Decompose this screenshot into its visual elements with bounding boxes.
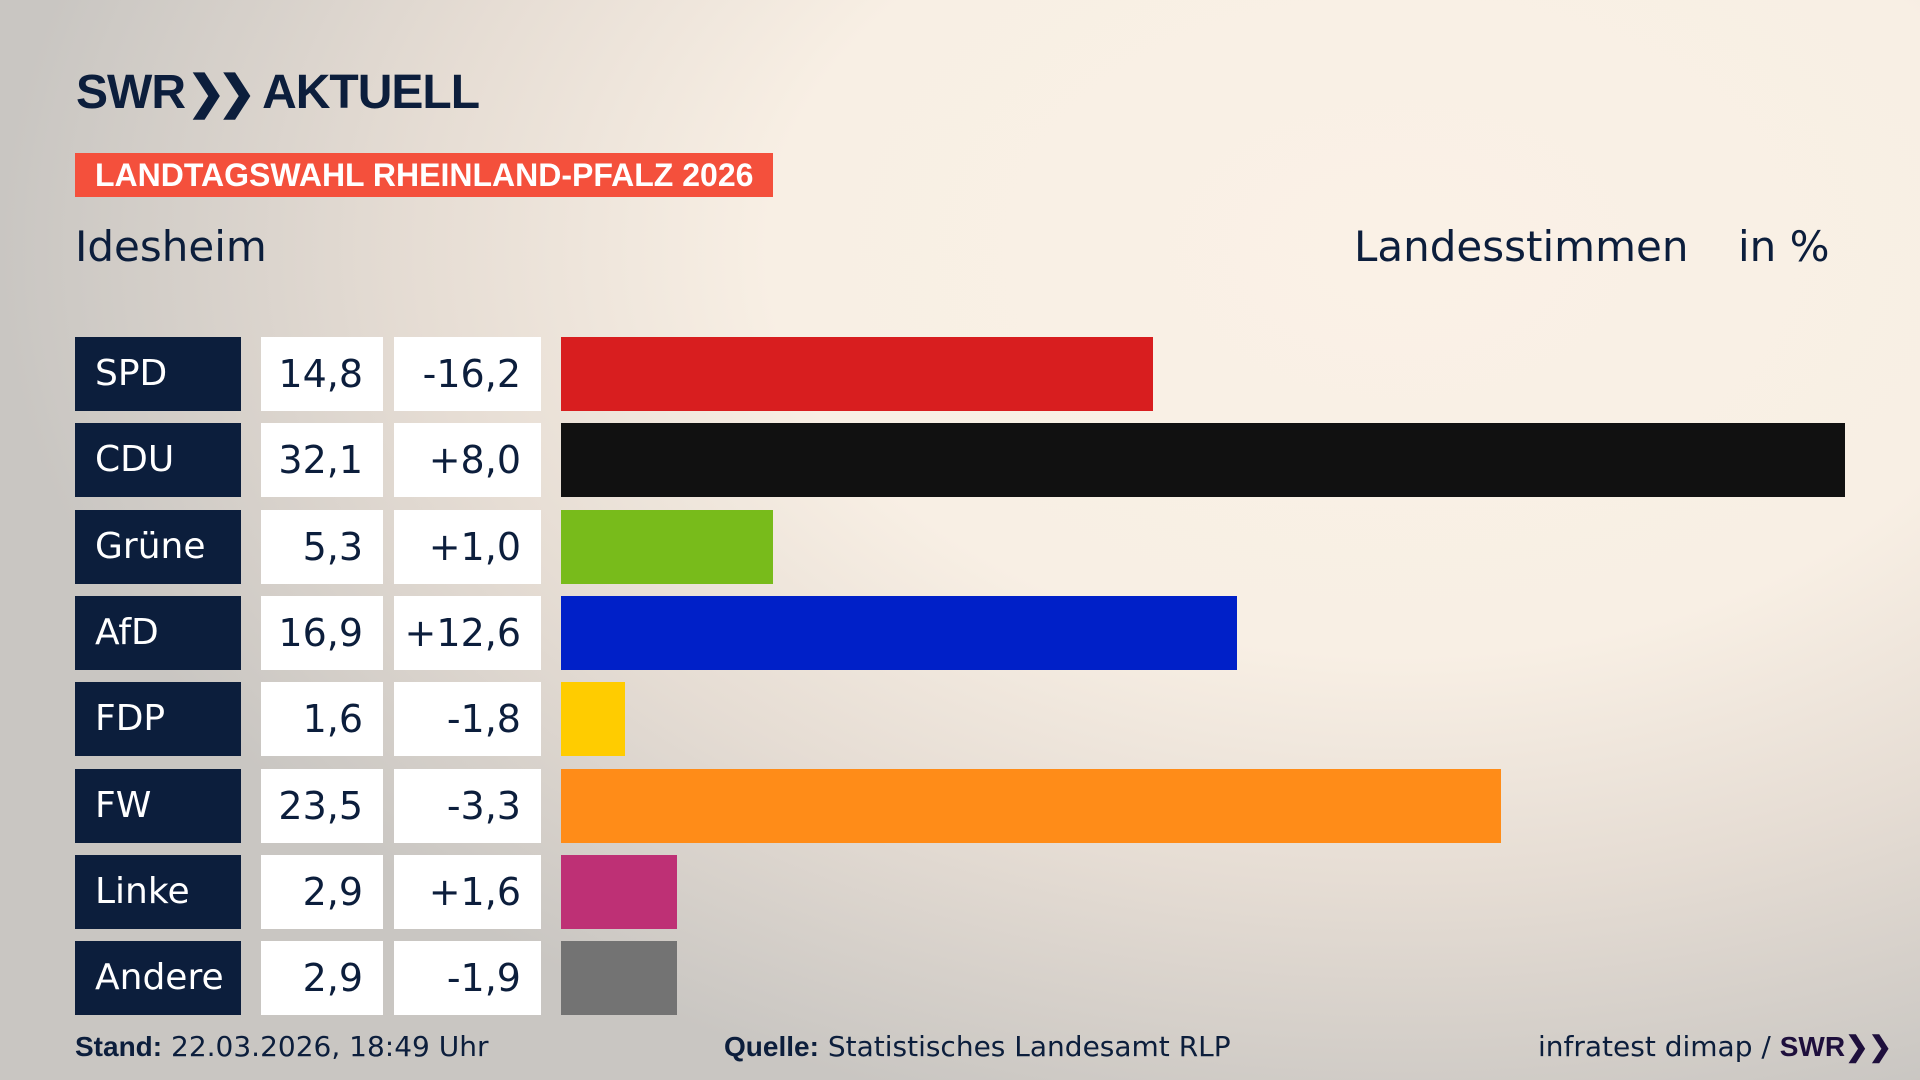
value-label: 14,8: [261, 337, 383, 411]
party-label: AfD: [75, 595, 241, 670]
diff-label: +12,6: [394, 595, 541, 670]
measure-label: Landesstimmen: [1354, 222, 1689, 271]
logo-swr: SWR: [76, 65, 186, 119]
diff-label: +1,6: [394, 854, 541, 929]
swr-aktuell-logo: SWR ❯❯ AKTUELL: [76, 66, 480, 119]
double-chevron-icon: ❯❯: [1845, 1031, 1892, 1062]
diff-label: +1,0: [394, 509, 541, 584]
credit-text: infratest dimap /: [1538, 1030, 1771, 1063]
party-label: Linke: [75, 854, 241, 929]
value-label: 2,9: [261, 854, 383, 929]
party-label: CDU: [75, 423, 241, 498]
source: Quelle: Statistisches Landesamt RLP: [724, 1030, 1231, 1063]
bar-grüne: [561, 509, 773, 584]
source-label: Quelle:: [724, 1031, 819, 1062]
unit-label: in %: [1738, 222, 1830, 271]
diff-label: -16,2: [394, 337, 541, 411]
election-banner: LANDTAGSWAHL RHEINLAND-PFALZ 2026: [75, 153, 774, 197]
double-chevron-icon: ❯❯: [186, 66, 256, 118]
value-label: 16,9: [261, 595, 383, 670]
bar-fdp: [561, 682, 625, 757]
credit: infratest dimap / SWR❯❯: [1538, 1030, 1892, 1063]
bar-andere: [561, 941, 677, 1016]
timestamp: Stand: 22.03.2026, 18:49 Uhr: [75, 1030, 488, 1063]
stand-value: 22.03.2026, 18:49 Uhr: [171, 1030, 489, 1063]
place-title: Idesheim: [75, 222, 267, 271]
bar-afd: [561, 595, 1237, 670]
bar-cdu: [561, 423, 1845, 498]
diff-label: +8,0: [394, 423, 541, 498]
source-value: Statistisches Landesamt RLP: [827, 1030, 1231, 1063]
bar-fw: [561, 768, 1501, 843]
bar-spd: [561, 337, 1153, 411]
logo-aktuell: AKTUELL: [262, 65, 480, 119]
party-label: Andere: [75, 941, 241, 1016]
diff-label: -3,3: [394, 768, 541, 843]
value-label: 2,9: [261, 941, 383, 1016]
value-label: 5,3: [261, 509, 383, 584]
party-label: FW: [75, 768, 241, 843]
bar-linke: [561, 854, 677, 929]
value-label: 1,6: [261, 682, 383, 757]
party-label: Grüne: [75, 509, 241, 584]
party-label: SPD: [75, 337, 241, 411]
diff-label: -1,9: [394, 941, 541, 1016]
party-label: FDP: [75, 682, 241, 757]
value-label: 23,5: [261, 768, 383, 843]
diff-label: -1,8: [394, 682, 541, 757]
stand-label: Stand:: [75, 1031, 163, 1062]
credit-swr-logo: SWR: [1779, 1031, 1846, 1062]
value-label: 32,1: [261, 423, 383, 498]
